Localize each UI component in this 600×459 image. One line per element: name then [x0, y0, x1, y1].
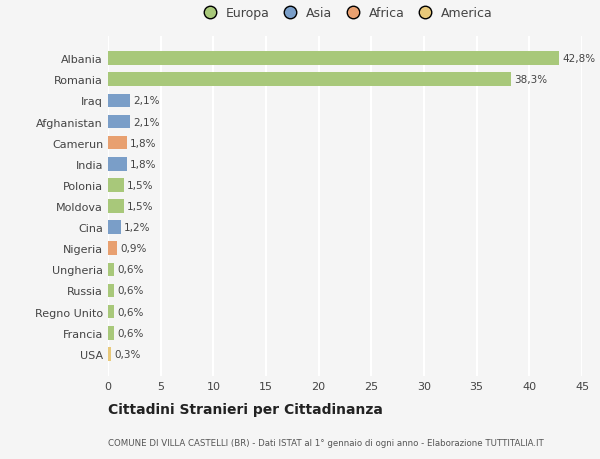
Bar: [108, 284, 115, 298]
Bar: [108, 115, 130, 129]
Bar: [108, 263, 115, 277]
Bar: [108, 136, 127, 150]
Text: 2,1%: 2,1%: [133, 117, 160, 127]
Bar: [108, 242, 118, 256]
Text: 1,8%: 1,8%: [130, 138, 157, 148]
Bar: [108, 73, 511, 87]
Text: 0,6%: 0,6%: [118, 265, 144, 275]
Bar: [108, 305, 115, 319]
Text: 38,3%: 38,3%: [515, 75, 548, 85]
Bar: [108, 326, 115, 340]
Bar: [108, 52, 559, 66]
Bar: [108, 157, 127, 171]
Text: 1,5%: 1,5%: [127, 202, 154, 212]
Legend: Europa, Asia, Africa, America: Europa, Asia, Africa, America: [193, 2, 497, 25]
Text: 0,6%: 0,6%: [118, 328, 144, 338]
Text: 42,8%: 42,8%: [562, 54, 595, 64]
Bar: [108, 94, 130, 108]
Text: 1,2%: 1,2%: [124, 223, 151, 233]
Text: 0,6%: 0,6%: [118, 307, 144, 317]
Bar: [108, 347, 111, 361]
Text: Cittadini Stranieri per Cittadinanza: Cittadini Stranieri per Cittadinanza: [108, 402, 383, 416]
Text: 0,3%: 0,3%: [115, 349, 140, 359]
Bar: [108, 200, 124, 213]
Bar: [108, 179, 124, 192]
Text: 0,9%: 0,9%: [121, 244, 147, 254]
Text: COMUNE DI VILLA CASTELLI (BR) - Dati ISTAT al 1° gennaio di ogni anno - Elaboraz: COMUNE DI VILLA CASTELLI (BR) - Dati IST…: [108, 438, 544, 447]
Text: 1,5%: 1,5%: [127, 180, 154, 190]
Text: 1,8%: 1,8%: [130, 159, 157, 169]
Text: 0,6%: 0,6%: [118, 286, 144, 296]
Text: 2,1%: 2,1%: [133, 96, 160, 106]
Bar: [108, 221, 121, 235]
